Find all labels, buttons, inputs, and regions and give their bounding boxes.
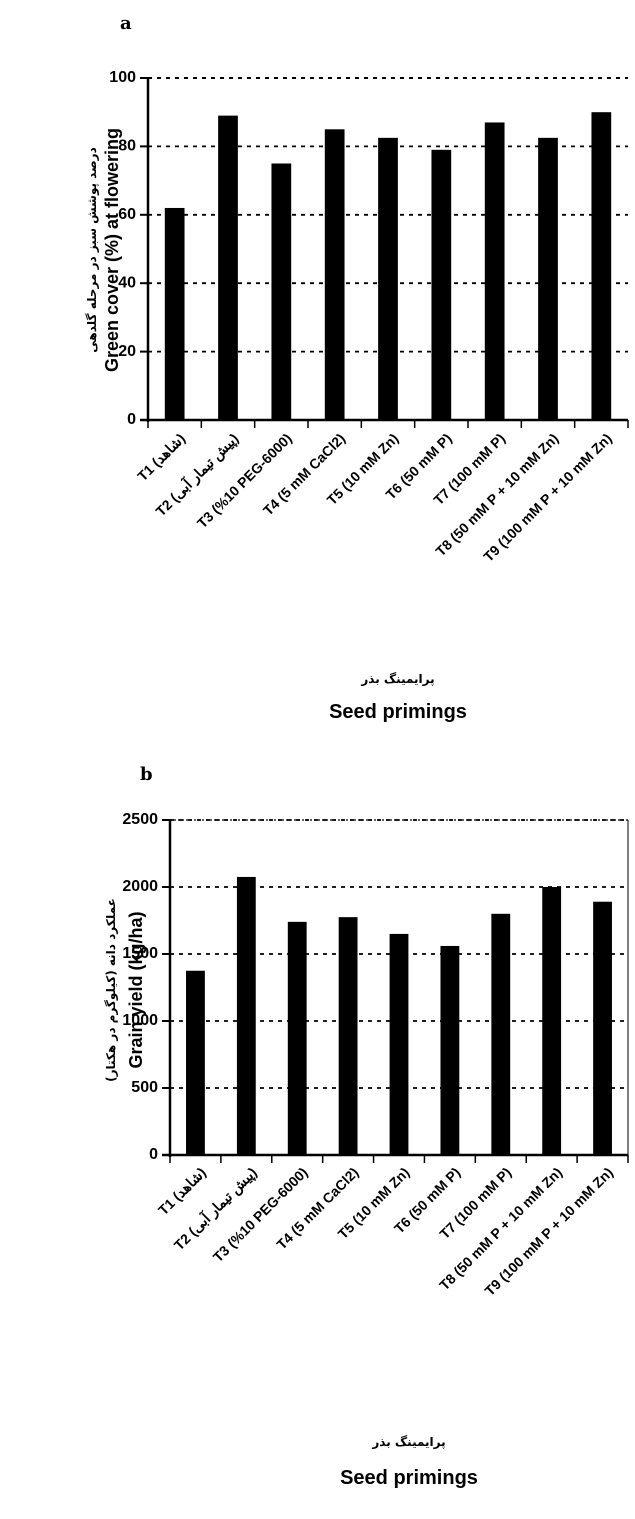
panel-b-bar <box>287 921 307 1155</box>
panel-a-bar <box>378 137 398 420</box>
panel-a-y-tick-label: 80 <box>118 138 136 155</box>
panel-b-bar <box>186 970 205 1155</box>
panel-b-x-axis-title: Seed primings <box>340 1467 478 1489</box>
panel-a-bar <box>484 122 505 421</box>
panel-a-y-tick-label: 20 <box>118 343 136 360</box>
panel-a-bar <box>324 129 345 421</box>
panel-b-bar <box>338 917 358 1155</box>
panel-b-bar <box>440 945 460 1155</box>
panel-a-bar <box>164 207 185 420</box>
panel-a-bar <box>538 137 558 420</box>
panel-a-bar <box>271 163 292 420</box>
panel-a-y-axis-title: Green cover (%) at flowering <box>102 128 122 372</box>
panel-b-bar <box>491 913 511 1155</box>
panel-b-y-axis-title: Grain yield (kg/ha) <box>126 911 146 1068</box>
panel-b-category-label: T1 (شاهد) <box>155 1164 209 1218</box>
panel-b-y-tick-label: 0 <box>149 1146 158 1163</box>
panel-b-bar <box>236 876 256 1155</box>
panel-b-y-tick-label: 1000 <box>122 1012 158 1029</box>
panel-b-bar <box>389 933 409 1155</box>
panel-a-category-label: T1 (شاهد) <box>134 430 188 484</box>
panel-b-y-tick-label: 1500 <box>122 945 158 962</box>
panel-b-y-tick-label: 500 <box>131 1079 158 1096</box>
panel-b-y-axis-title-fa: عملکرد دانه (کیلوگرم در هکتار) <box>104 898 119 1082</box>
panel-a-bar <box>591 112 612 420</box>
panel-a-category-label: T3 (%10 PEG-6000) <box>194 430 295 531</box>
panel-a-y-tick-label: 40 <box>118 274 136 291</box>
panel-a-label: a <box>120 13 132 34</box>
panel-a-x-axis-title: Seed primings <box>329 701 467 723</box>
panel-b-x-axis-title-fa: پرایمینگ بذر <box>371 1435 445 1449</box>
panel-b-category-label: T3 (%10 PEG-6000) <box>210 1164 311 1265</box>
panel-a-y-axis-title-fa: درصد پوشش سبز در مرحله گلدهی <box>85 147 100 353</box>
panel-a-bar <box>431 149 452 420</box>
panel-b-y-tick-label: 2500 <box>122 811 158 828</box>
panel-b-label: b <box>140 764 153 785</box>
panel-b-bar <box>542 887 562 1155</box>
panel-b-bar <box>593 901 612 1155</box>
panel-a-bar <box>218 115 238 421</box>
panel-b-y-tick-label: 2000 <box>122 878 158 895</box>
panel-a-y-tick-label: 0 <box>127 411 136 428</box>
panel-a-y-tick-label: 100 <box>109 69 136 86</box>
panel-a-x-axis-title-fa: پرایمینگ بذر <box>360 672 434 686</box>
panel-a-y-tick-label: 60 <box>118 206 136 223</box>
